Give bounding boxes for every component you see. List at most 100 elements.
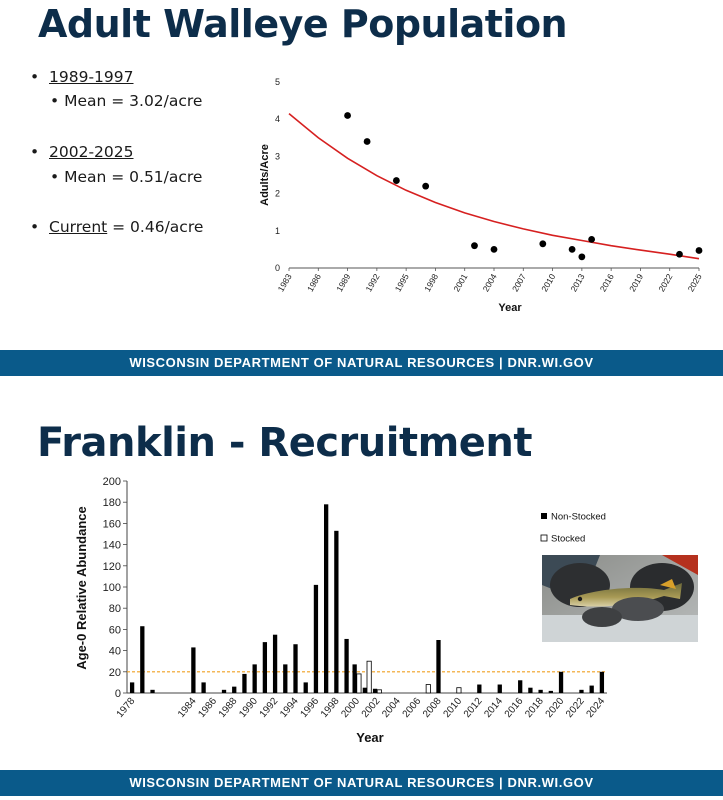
bar-non-stocked [272, 634, 278, 693]
bullet-item: • 2002-2025 [30, 143, 134, 161]
y-tick-label: 80 [109, 603, 121, 615]
bullet-value: = 0.46/acre [107, 218, 204, 236]
x-tick-label: 1988 [217, 696, 240, 720]
x-tick-label: 2004 [380, 696, 403, 720]
x-tick-label: 2024 [584, 696, 607, 720]
y-tick-label: 0 [275, 263, 280, 273]
data-point [578, 253, 586, 261]
x-tick-label: 1984 [176, 696, 199, 720]
x-tick-label: 2004 [481, 272, 499, 294]
y-tick-label: 20 [109, 667, 121, 679]
x-axis-label: Year [498, 302, 522, 314]
bar-non-stocked [293, 644, 298, 693]
bar-non-stocked [324, 504, 329, 693]
bullet-sub-item: • Mean = 3.02/acre [50, 92, 203, 110]
x-tick-label: 2010 [539, 272, 557, 294]
chart-tick-labels: 0 1 2 3 4 5 1983 1986 1989 1992 1995 1998 2001 2004 20… [275, 77, 704, 293]
x-tick-labels: 1978 198419861988199019921994199619982000… [115, 696, 608, 720]
bar-non-stocked [548, 690, 553, 693]
x-tick-label: 2010 [441, 696, 464, 720]
x-tick-label: 2018 [523, 696, 546, 720]
x-tick-label: 2020 [544, 696, 567, 720]
y-tick-label: 60 [109, 624, 121, 636]
x-tick-label: 2016 [598, 272, 616, 294]
bar-non-stocked [477, 684, 482, 693]
data-point [344, 112, 351, 119]
x-tick-label: 2022 [656, 272, 674, 294]
x-tick-label: 1995 [393, 272, 411, 294]
y-tick-label: 1 [275, 226, 280, 236]
x-tick-label: 1998 [422, 272, 440, 294]
slide-title: Adult Walleye Population [38, 2, 568, 46]
y-tick-labels: 0 20 40 60 80 100 120 140 160 180 200 [103, 476, 121, 700]
data-point [568, 246, 576, 253]
bullet-item: • 1989-1997 [30, 68, 134, 86]
bar-non-stocked [252, 664, 257, 693]
x-tick-label: 2016 [503, 696, 526, 720]
bar-non-stocked [191, 647, 196, 693]
bullet-label: 1989-1997 [49, 68, 134, 86]
bar-non-stocked [283, 664, 288, 693]
y-axis-label: Adults/Acre [259, 144, 271, 206]
footer-banner: WISCONSIN DEPARTMENT OF NATURAL RESOURCE… [0, 350, 723, 376]
chart-axes [123, 480, 607, 694]
bar-non-stocked [518, 680, 523, 693]
y-tick-label: 0 [115, 688, 121, 700]
data-point [471, 242, 478, 250]
x-tick-label: 1989 [334, 272, 352, 294]
x-tick-label: 1983 [276, 272, 294, 294]
x-tick-label: 2014 [482, 696, 505, 720]
legend-label-nonstocked: Non-Stocked [551, 512, 606, 523]
bar-non-stocked [313, 584, 319, 693]
x-tick-label: 2022 [564, 696, 587, 720]
bar-non-stocked [599, 671, 605, 693]
bar-non-stocked [558, 671, 564, 693]
x-tick-label: 2008 [421, 696, 444, 720]
x-tick-label: 2013 [568, 272, 586, 294]
bullet-label: Current [49, 218, 108, 236]
x-tick-label: 1992 [258, 696, 281, 720]
bar-non-stocked [303, 682, 308, 693]
bar-stocked [366, 660, 372, 694]
bar-non-stocked [140, 626, 145, 693]
data-point [588, 235, 596, 243]
bar-non-stocked [579, 689, 584, 693]
bullet-sub-text: Mean = 0.51/acre [64, 168, 203, 186]
x-tick-label: 1986 [196, 696, 219, 720]
y-tick-label: 120 [103, 561, 121, 573]
bar-non-stocked [129, 682, 135, 693]
recruitment-chart: 0 20 40 60 80 100 120 140 160 180 200 1978 19841986… [74, 476, 608, 745]
bar-non-stocked [436, 640, 441, 693]
footer-banner: WISCONSIN DEPARTMENT OF NATURAL RESOURCE… [0, 770, 723, 796]
x-tick-label: 1998 [319, 696, 342, 720]
chart-axes [288, 267, 700, 271]
bar-non-stocked [242, 673, 247, 693]
adult-walleye-chart: 0 1 2 3 4 5 1983 1986 1989 1992 1995 1998 2001 2004 20… [259, 77, 704, 314]
trend-curve [288, 112, 700, 260]
data-point [695, 247, 703, 254]
x-tick-label: 2019 [627, 272, 645, 294]
slide-adult-walleye: Adult Walleye Population • 1989-1997 • M… [0, 0, 723, 383]
bar-stocked [376, 689, 382, 694]
x-tick-label: 2007 [510, 272, 528, 294]
bar-stocked [456, 687, 462, 694]
y-tick-label: 40 [109, 646, 121, 658]
bar-non-stocked [362, 687, 367, 693]
x-tick-label: 1990 [237, 696, 260, 720]
bar-non-stocked [262, 642, 268, 693]
y-tick-label: 140 [103, 540, 121, 552]
x-tick-label: 1986 [305, 272, 323, 294]
bullet-item: • Current = 0.46/acre [30, 218, 204, 236]
bar-non-stocked [589, 685, 594, 693]
y-tick-label: 160 [103, 518, 121, 530]
bar-non-stocked [352, 664, 357, 693]
data-point [539, 240, 547, 248]
bar-non-stocked [372, 688, 378, 693]
data-point [490, 246, 498, 253]
bar-non-stocked [344, 638, 349, 693]
x-tick-label: 1992 [363, 272, 381, 294]
y-tick-label: 200 [103, 476, 121, 488]
bar-stocked [356, 673, 362, 694]
bar-non-stocked [150, 689, 155, 693]
x-tick-label: 1996 [299, 696, 322, 720]
